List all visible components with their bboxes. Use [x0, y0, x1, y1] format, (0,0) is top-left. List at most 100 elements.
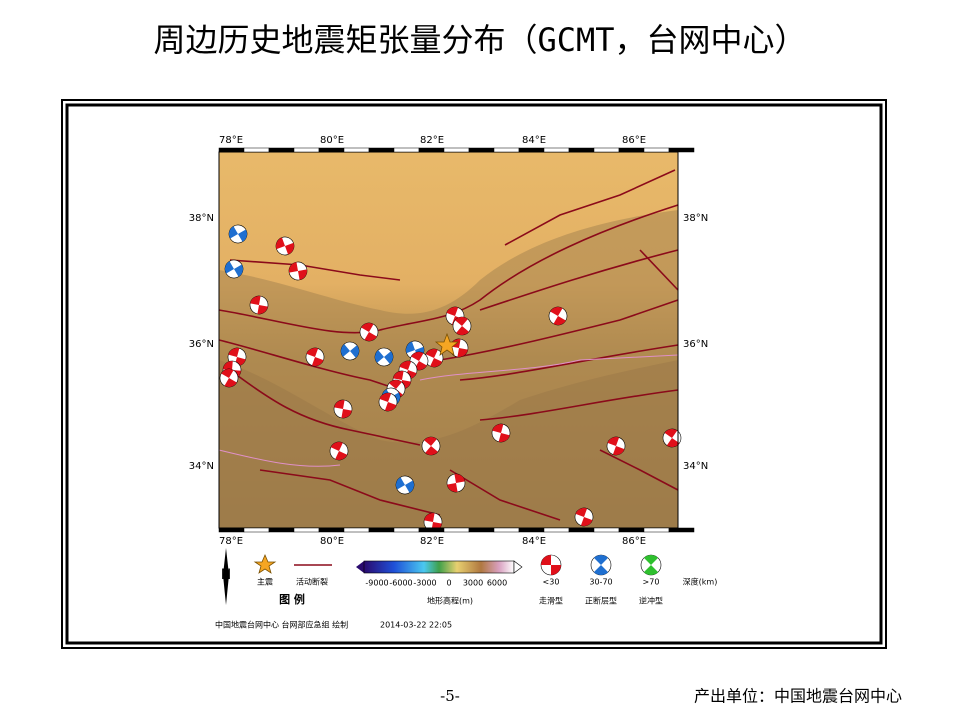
ball-quadrant	[334, 400, 352, 418]
beachball	[374, 347, 394, 367]
depth-unit: 深度(km)	[683, 577, 718, 587]
ball-quadrant	[447, 474, 465, 492]
north-label: N	[221, 567, 231, 583]
frame-bar	[518, 527, 545, 533]
legend-fault: 活动断裂	[296, 577, 328, 587]
plateau	[219, 360, 678, 528]
frame-bar	[243, 147, 270, 153]
legend-beachball	[590, 554, 612, 576]
beachball	[249, 295, 269, 315]
colorbar-end	[356, 561, 364, 573]
legend-depth: <30	[543, 578, 560, 587]
lat-label: 36°N	[683, 339, 708, 350]
beachball	[421, 436, 441, 456]
colorbar-tick-label: -6000	[389, 579, 412, 588]
ball-quadrant	[411, 352, 427, 370]
lon-label: 82°E	[420, 536, 444, 547]
beachball	[224, 259, 244, 279]
ball-quadrant	[306, 348, 324, 366]
lon-label: 80°E	[320, 536, 344, 547]
frame-bar	[618, 147, 645, 153]
legend-depth: >70	[643, 578, 660, 587]
page-number: -5-	[440, 687, 460, 705]
mainshock-star	[434, 332, 460, 356]
colorbar-tick-label: -9000	[365, 579, 388, 588]
lat-label: 34°N	[683, 461, 708, 472]
ball-quadrant	[424, 513, 442, 531]
ball-quadrant	[575, 508, 593, 526]
frame-bar	[668, 527, 695, 533]
legend-depth: 30-70	[589, 578, 612, 587]
beachball	[662, 428, 682, 448]
ball-quadrant	[289, 262, 307, 280]
frame-bar	[468, 147, 495, 153]
frame-bar	[568, 527, 595, 533]
ball-quadrant	[492, 424, 510, 442]
legend-beachball	[640, 554, 662, 576]
colorbar-tick-label: 0	[446, 579, 451, 588]
colorbar-tick-label: 3000	[463, 579, 483, 588]
lon-label: 84°E	[522, 536, 546, 547]
lon-label: 84°E	[522, 135, 546, 146]
lat-label: 36°N	[189, 339, 214, 350]
frame-bar	[268, 527, 295, 533]
ball-quadrant	[550, 307, 566, 325]
frame-bar	[468, 527, 495, 533]
ball-quadrant	[228, 348, 246, 366]
frame-bar	[543, 527, 570, 533]
borders	[218, 354, 679, 467]
map: 78°E 78°E 80°E 80°E 82°E 82°E 84°E 84°E 86°E 86°E…	[189, 135, 708, 547]
beachball	[275, 236, 295, 256]
frame-bar	[318, 147, 345, 153]
frame-bar	[393, 147, 420, 153]
frame-bar	[418, 147, 445, 153]
frame-bar	[293, 527, 320, 533]
legend-star	[253, 553, 277, 574]
ball-quadrant	[330, 442, 348, 460]
legend-mainshock: 主震	[257, 577, 273, 587]
ball-quadrant	[541, 555, 561, 575]
legend-mechanism: 逆冲型	[639, 596, 663, 606]
north-arrow	[223, 548, 229, 605]
legend-beachball	[540, 554, 562, 576]
frame-bar	[418, 527, 445, 533]
frame-bar	[218, 527, 245, 533]
beachball	[424, 348, 444, 368]
frame-bar	[368, 527, 395, 533]
date: 2014-03-22 22:05	[380, 621, 452, 630]
frame-bar	[318, 527, 345, 533]
ball-quadrant	[375, 350, 393, 364]
ball-quadrant	[229, 226, 247, 242]
frame-bar	[293, 147, 320, 153]
lat-label: 34°N	[189, 461, 214, 472]
ball-quadrant	[664, 429, 680, 447]
credit: 中国地震台网中心 台网部应急组 绘制	[215, 620, 348, 630]
lon-label: 86°E	[622, 135, 646, 146]
frame-bar	[643, 527, 670, 533]
ball-quadrant	[225, 261, 243, 277]
legend-title: 图 例	[279, 592, 305, 606]
frame-bar	[668, 147, 695, 153]
lon-label: 78°E	[219, 536, 243, 547]
beachball	[423, 512, 443, 532]
beachball	[340, 341, 360, 361]
ball-quadrant	[393, 371, 411, 389]
ball-quadrant	[361, 323, 377, 341]
frame-bar	[218, 147, 245, 153]
colorbar	[363, 560, 515, 574]
frame-bar	[493, 527, 520, 533]
beachball	[378, 392, 398, 412]
beachball	[333, 399, 353, 419]
ball-quadrant	[379, 393, 397, 411]
frame-bar	[543, 147, 570, 153]
lon-label: 82°E	[420, 135, 444, 146]
beachball	[574, 507, 594, 527]
ball-quadrant	[643, 555, 659, 575]
frame-bar	[518, 147, 545, 153]
frame-bar	[618, 527, 645, 533]
lat-label: 38°N	[189, 213, 214, 224]
beachball	[219, 368, 239, 388]
legend: N 主震 活动断裂 图 例 -9000 -6000 -3000 0 3000 6000 地…	[215, 548, 717, 630]
colorbar-tick-label: 6000	[487, 579, 507, 588]
